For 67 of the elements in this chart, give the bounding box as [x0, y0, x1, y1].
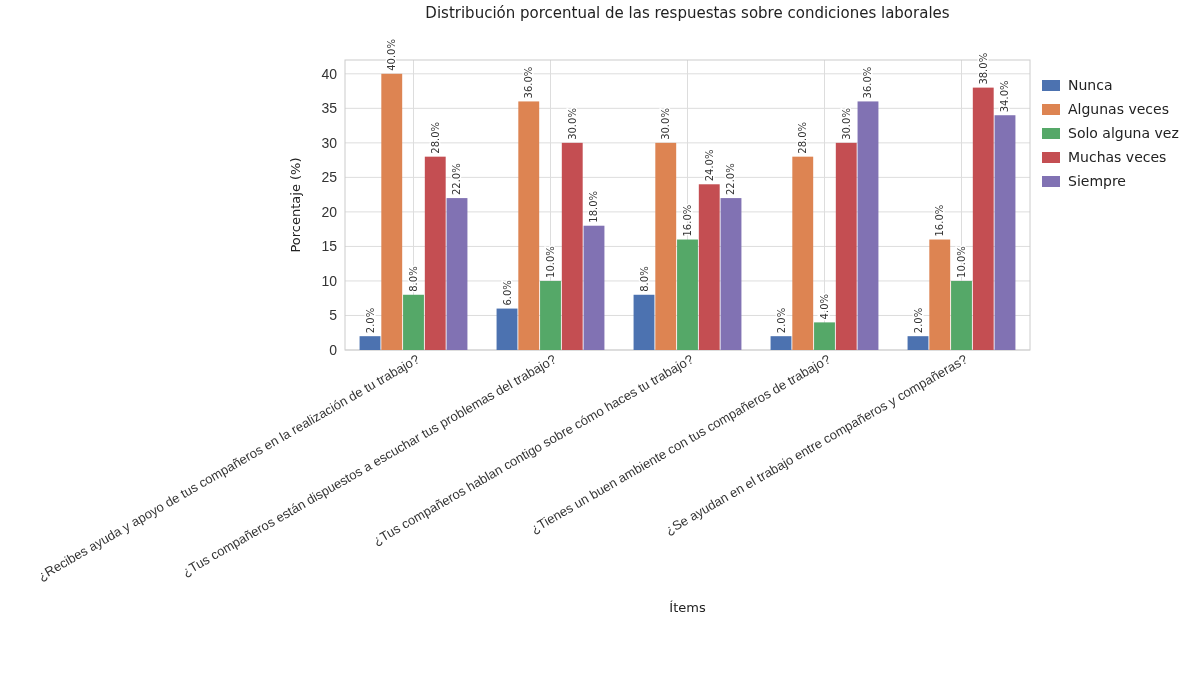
legend-label: Nunca: [1068, 77, 1113, 93]
data-label: 10.0%: [956, 246, 967, 278]
bar: [770, 336, 792, 350]
x-axis-title: Ítems: [669, 600, 706, 615]
y-tick-label: 25: [321, 169, 338, 186]
data-label: 36.0%: [862, 66, 874, 99]
bar: [518, 101, 540, 350]
data-label: 40.0%: [386, 39, 398, 71]
bar: [929, 239, 951, 350]
data-label: 28.0%: [429, 121, 441, 154]
bar: [907, 336, 929, 350]
bar: [381, 73, 403, 350]
bar: [540, 280, 561, 350]
data-label: 2.0%: [775, 307, 787, 334]
bar: [792, 156, 814, 350]
bar: [633, 294, 655, 350]
bar: [446, 198, 468, 350]
legend-label: Siempre: [1068, 173, 1126, 189]
bar: [835, 142, 857, 350]
bar: [655, 142, 677, 350]
data-label: 8.0%: [408, 266, 419, 292]
y-tick-label: 35: [321, 100, 338, 117]
bar: [677, 239, 698, 350]
bar: [583, 225, 605, 350]
y-tick-label: 20: [321, 203, 338, 220]
data-label: 38.0%: [977, 52, 989, 85]
data-label: 34.0%: [999, 80, 1011, 113]
data-label: 16.0%: [682, 204, 693, 237]
data-label: 22.0%: [725, 163, 737, 196]
data-label: 2.0%: [364, 307, 376, 334]
y-tick-label: 15: [321, 238, 338, 255]
bar: [814, 322, 835, 350]
data-label: 36.0%: [523, 66, 535, 99]
data-label: 8.0%: [638, 266, 650, 292]
bar: [994, 115, 1016, 350]
legend-label: Algunas veces: [1068, 101, 1169, 117]
bar: [424, 156, 446, 350]
data-label: 10.0%: [545, 246, 556, 278]
bar: [496, 308, 518, 350]
chart-title: Distribución porcentual de las respuestas sobre condiciones laborales: [425, 4, 950, 22]
y-tick-label: 0: [329, 341, 338, 358]
data-label: 30.0%: [566, 108, 578, 140]
bar: [561, 142, 583, 350]
bar: [951, 280, 972, 350]
bar: [403, 294, 424, 350]
legend-label: Solo alguna vez: [1068, 125, 1179, 141]
data-label: 30.0%: [840, 108, 852, 140]
data-label: 22.0%: [451, 163, 463, 196]
data-label: 18.0%: [588, 190, 600, 223]
data-label: 2.0%: [912, 307, 924, 334]
bar: [720, 198, 742, 350]
data-label: 16.0%: [934, 204, 946, 237]
data-label: 30.0%: [660, 108, 672, 140]
bar: [857, 101, 879, 350]
bar: [972, 87, 994, 350]
data-label: 28.0%: [797, 121, 809, 154]
bar: [359, 336, 381, 350]
bar: [698, 184, 720, 350]
y-axis-title: Porcentaje (%): [288, 157, 303, 253]
data-label: 6.0%: [501, 280, 513, 306]
data-label: 4.0%: [819, 293, 830, 320]
legend-label: Muchas veces: [1068, 149, 1167, 165]
y-tick-label: 10: [321, 272, 338, 289]
y-tick-label: 30: [321, 134, 338, 151]
y-tick-label: 5: [329, 307, 338, 324]
y-tick-label: 40: [321, 65, 338, 82]
data-label: 24.0%: [703, 149, 715, 182]
